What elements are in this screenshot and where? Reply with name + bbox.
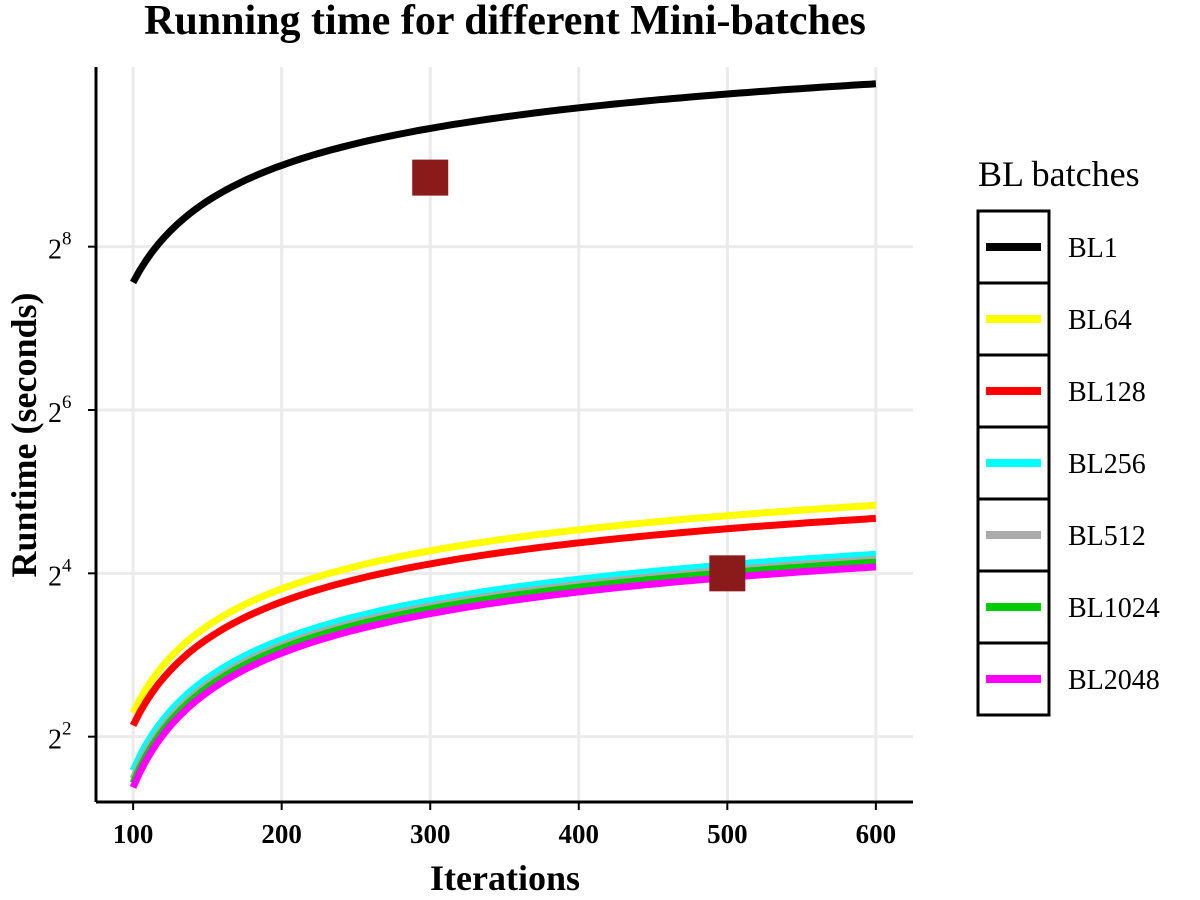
x-tick-label: 600 bbox=[856, 819, 897, 849]
legend-label: BL128 bbox=[1068, 377, 1146, 408]
series-line-bl256 bbox=[129, 550, 877, 773]
legend-label: BL1024 bbox=[1068, 593, 1160, 624]
series-line-bl1024 bbox=[129, 558, 877, 785]
y-tick-exponent: 8 bbox=[62, 229, 72, 250]
x-tick-label: 500 bbox=[707, 819, 748, 849]
series-lines bbox=[129, 80, 877, 789]
legend-label: BL1 bbox=[1068, 233, 1118, 264]
legend-entries: BL1 BL64 BL128 BL256 BL512 BL1024 BL2048 bbox=[976, 209, 1160, 717]
y-axis-ticks: 2 22 42 62 8 bbox=[48, 229, 96, 756]
y-tick-exponent: 6 bbox=[62, 392, 72, 413]
x-axis-ticks: 100 200 300 400 500 600 bbox=[113, 802, 896, 849]
grid bbox=[96, 67, 913, 802]
legend-title: BL batches bbox=[978, 154, 1140, 194]
x-tick-label: 400 bbox=[559, 819, 600, 849]
x-tick-label: 100 bbox=[113, 819, 154, 849]
legend: BL batches BL1BL64BL128BL256BL512BL1024B… bbox=[976, 154, 1160, 717]
x-tick-label: 200 bbox=[261, 819, 302, 849]
legend-label: BL64 bbox=[1068, 305, 1132, 336]
series-line-bl2048 bbox=[129, 563, 877, 789]
chart-title: Running time for different Mini-batches bbox=[144, 0, 866, 44]
y-tick-exponent: 2 bbox=[62, 719, 72, 740]
y-tick-label: 2 bbox=[48, 235, 62, 266]
y-tick-label: 2 bbox=[48, 398, 62, 429]
legend-label: BL512 bbox=[1068, 521, 1146, 552]
highlight-marker bbox=[709, 555, 746, 592]
y-axis-label: Runtime (seconds) bbox=[4, 293, 44, 578]
y-tick-label: 2 bbox=[48, 725, 62, 756]
y-tick-label: 2 bbox=[48, 561, 62, 592]
x-tick-label: 300 bbox=[410, 819, 451, 849]
series-line-bl64 bbox=[129, 501, 877, 715]
y-tick-exponent: 4 bbox=[62, 555, 72, 576]
x-axis-label: Iterations bbox=[430, 858, 580, 898]
series-line-bl128 bbox=[129, 514, 877, 727]
highlight-marker bbox=[412, 159, 449, 196]
legend-label: BL2048 bbox=[1068, 665, 1160, 696]
highlight-markers bbox=[412, 159, 746, 592]
series-line-bl1 bbox=[130, 80, 877, 285]
legend-label: BL256 bbox=[1068, 449, 1146, 480]
